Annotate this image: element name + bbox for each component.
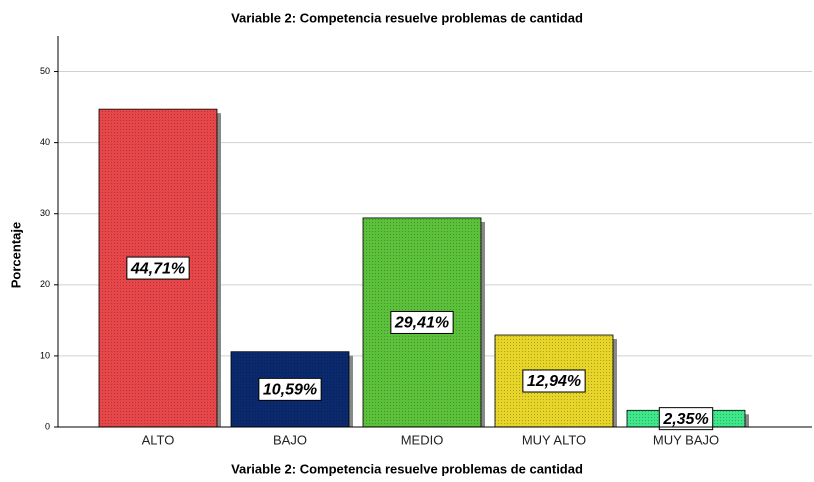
value-label-box	[658, 407, 714, 431]
y-tick-label: 0	[45, 421, 50, 431]
value-label: 29,41%	[394, 315, 449, 332]
y-tick-label: 10	[40, 350, 50, 360]
value-label: 12,94%	[527, 373, 581, 390]
value-label-box	[522, 369, 586, 393]
y-tick-label: 40	[40, 137, 50, 147]
value-label-box	[390, 310, 454, 334]
value-label: 44,71%	[130, 260, 185, 277]
value-label-box	[126, 256, 190, 280]
x-tick-label: MUY ALTO	[522, 432, 586, 447]
y-tick-label: 30	[40, 208, 50, 218]
y-axis-label: Porcentaje	[8, 222, 23, 288]
x-tick-label: ALTO	[142, 432, 175, 447]
x-tick-label: BAJO	[273, 432, 307, 447]
y-tick-label: 20	[40, 279, 50, 289]
x-tick-label: MUY BAJO	[653, 432, 719, 447]
chart-title: Variable 2: Competencia resuelve problem…	[231, 10, 583, 25]
y-tick-label: 50	[40, 66, 50, 76]
value-label: 2,35%	[662, 411, 708, 428]
x-tick-label: MEDIO	[401, 432, 444, 447]
value-label-box	[258, 377, 322, 401]
value-label: 10,59%	[263, 382, 317, 399]
x-axis-label: Variable 2: Competencia resuelve problem…	[231, 461, 583, 476]
